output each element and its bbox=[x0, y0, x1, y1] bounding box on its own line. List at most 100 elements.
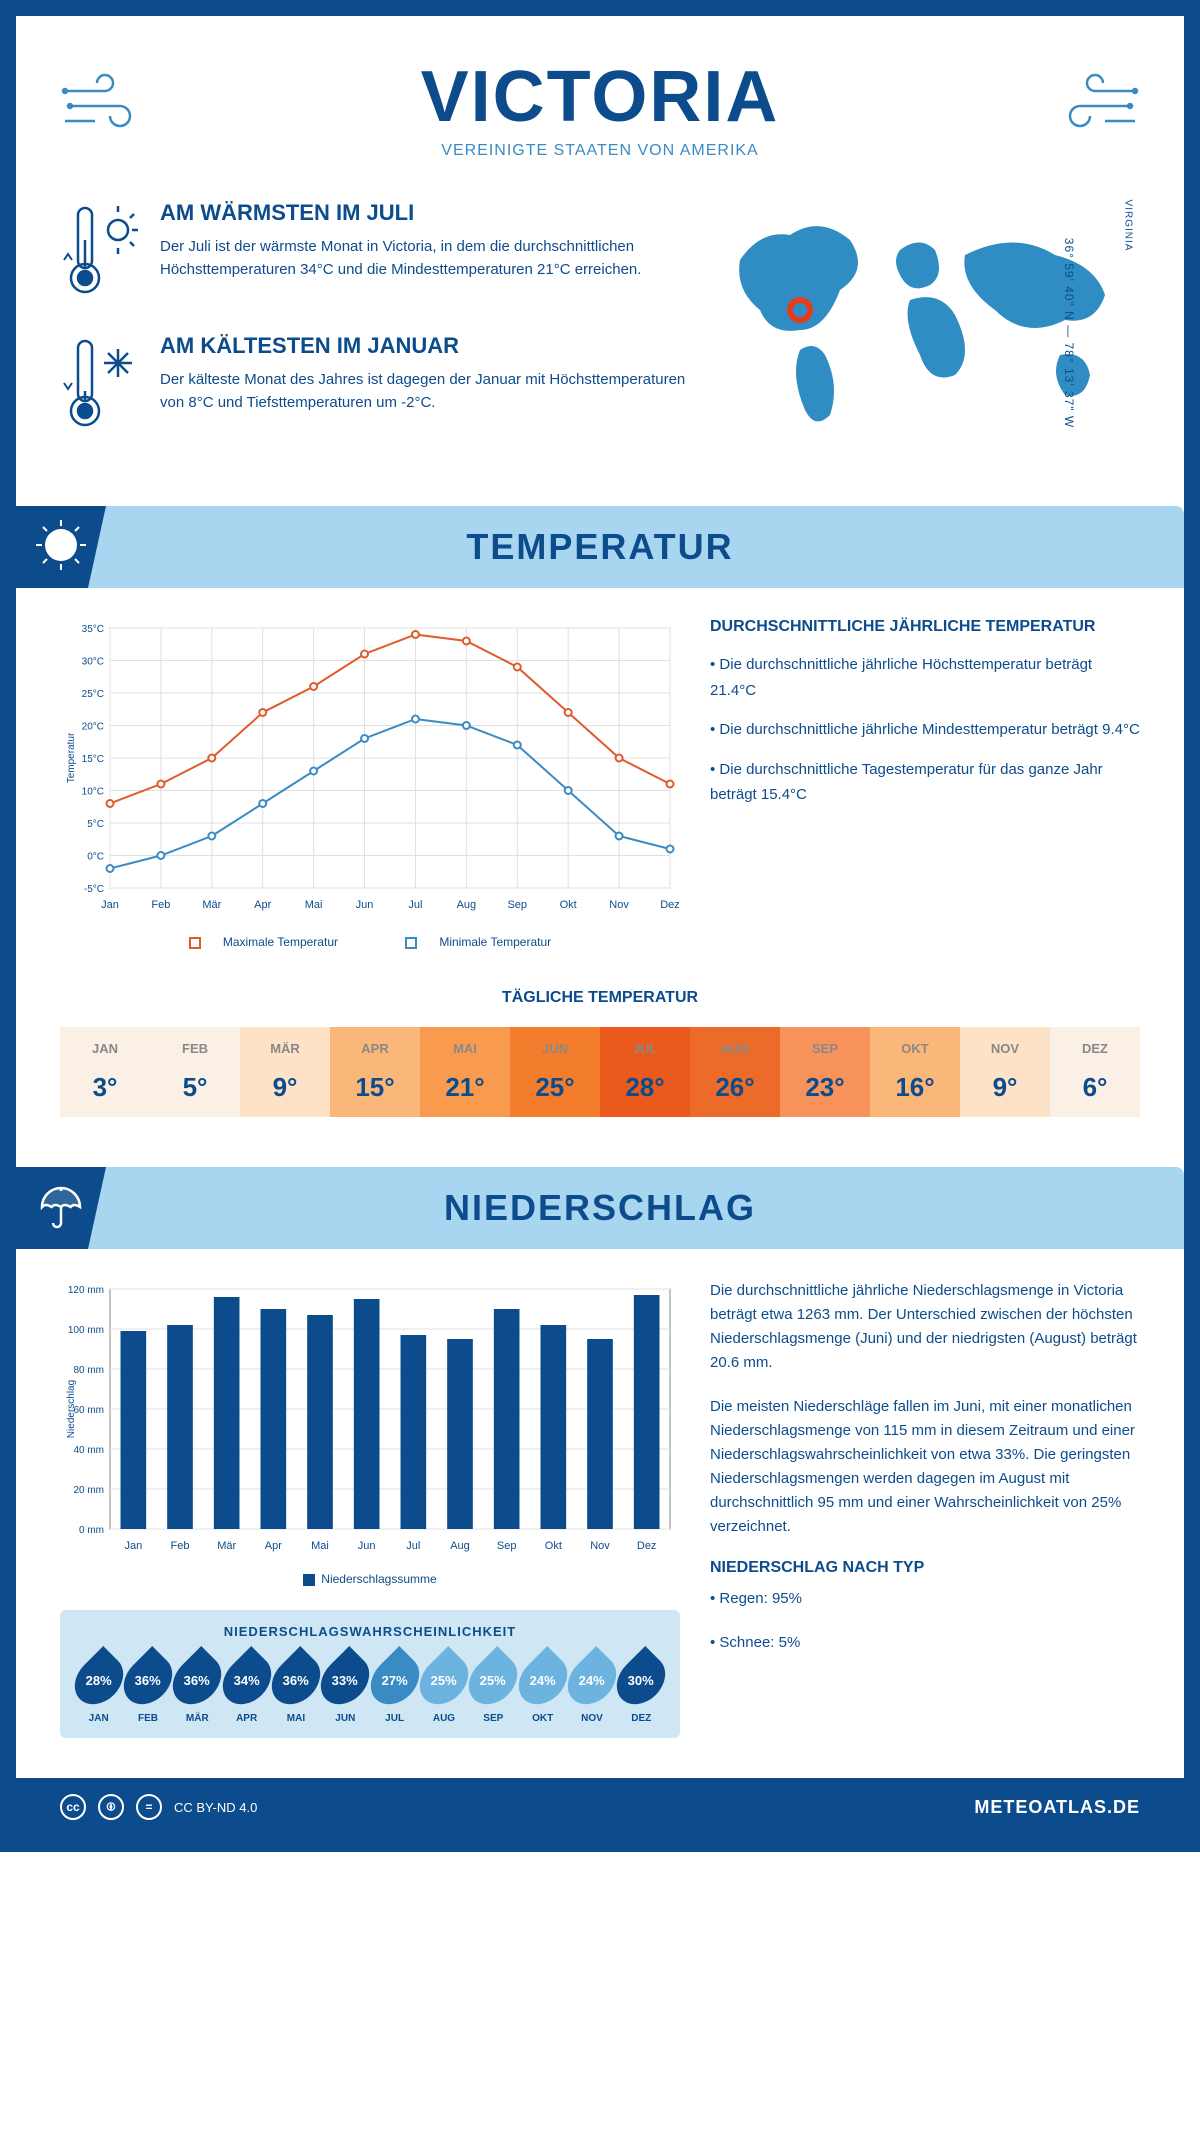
svg-text:Jun: Jun bbox=[356, 899, 374, 911]
svg-text:Dez: Dez bbox=[660, 899, 680, 911]
probability-drop: 30%DEZ bbox=[619, 1653, 664, 1724]
temp-cell: NOV9° bbox=[960, 1027, 1050, 1117]
precip-type-title: NIEDERSCHLAG NACH TYP bbox=[710, 1559, 1140, 1577]
chart-legend: Maximale Temperatur Minimale Temperatur bbox=[60, 935, 680, 949]
thermometer-hot-icon bbox=[60, 200, 140, 305]
warmest-title: AM WÄRMSTEN IM JULI bbox=[160, 200, 690, 226]
world-map bbox=[720, 200, 1140, 440]
svg-text:Mär: Mär bbox=[202, 899, 221, 911]
svg-text:Jul: Jul bbox=[408, 899, 422, 911]
nd-icon: = bbox=[136, 1794, 162, 1820]
svg-text:Dez: Dez bbox=[637, 1540, 657, 1552]
temp-cell: JAN3° bbox=[60, 1027, 150, 1117]
coldest-text: Der kälteste Monat des Jahres ist dagege… bbox=[160, 369, 690, 414]
sun-icon bbox=[34, 518, 88, 577]
temp-cell: MAI21° bbox=[420, 1027, 510, 1117]
cc-icon: cc bbox=[60, 1794, 86, 1820]
wind-icon bbox=[1050, 66, 1140, 141]
svg-text:40 mm: 40 mm bbox=[73, 1445, 104, 1456]
temperature-line-chart: -5°C 0°C 5°C 10°C 15°C 20°C 25°C 30°C 35°C Jan Feb… bbox=[60, 618, 680, 918]
probability-drop: 36%FEB bbox=[125, 1653, 170, 1724]
svg-text:Jul: Jul bbox=[406, 1540, 420, 1552]
temp-cell: DEZ6° bbox=[1050, 1027, 1140, 1117]
probability-drop: 24%NOV bbox=[569, 1653, 614, 1724]
svg-text:Sep: Sep bbox=[497, 1540, 517, 1552]
temp-cell: SEP23° bbox=[780, 1027, 870, 1117]
svg-text:Mai: Mai bbox=[305, 899, 323, 911]
page-header: VICTORIA VEREINIGTE STAATEN VON AMERIKA bbox=[60, 56, 1140, 160]
svg-text:Jan: Jan bbox=[101, 899, 119, 911]
svg-text:0 mm: 0 mm bbox=[79, 1525, 104, 1536]
svg-text:Apr: Apr bbox=[254, 899, 271, 911]
probability-drop: 36%MÄR bbox=[175, 1653, 220, 1724]
svg-text:Mär: Mär bbox=[217, 1540, 236, 1552]
svg-text:Nov: Nov bbox=[609, 899, 629, 911]
svg-text:15°C: 15°C bbox=[82, 754, 104, 765]
daily-temp-title: TÄGLICHE TEMPERATUR bbox=[60, 989, 1140, 1007]
precip-p1: Die durchschnittliche jährliche Niedersc… bbox=[710, 1279, 1140, 1375]
precip-type-b1: • Regen: 95% bbox=[710, 1587, 1140, 1611]
svg-text:Niederschlag: Niederschlag bbox=[66, 1380, 77, 1438]
svg-text:25°C: 25°C bbox=[82, 689, 104, 700]
temp-info-b1: • Die durchschnittliche jährliche Höchst… bbox=[710, 652, 1140, 703]
svg-text:10°C: 10°C bbox=[82, 787, 104, 798]
license-text: CC BY-ND 4.0 bbox=[174, 1800, 257, 1815]
section-title: NIEDERSCHLAG bbox=[36, 1187, 1164, 1229]
temp-cell: MÄR9° bbox=[240, 1027, 330, 1117]
probability-drop: 33%JUN bbox=[323, 1653, 368, 1724]
section-header-temp: TEMPERATUR bbox=[16, 506, 1184, 588]
warmest-block: AM WÄRMSTEN IM JULI Der Juli ist der wär… bbox=[60, 200, 690, 305]
page-subtitle: VEREINIGTE STAATEN VON AMERIKA bbox=[60, 142, 1140, 160]
svg-text:Nov: Nov bbox=[590, 1540, 610, 1552]
svg-text:Temperatur: Temperatur bbox=[66, 732, 77, 783]
probability-box: NIEDERSCHLAGSWAHRSCHEINLICHKEIT 28%JAN36… bbox=[60, 1610, 680, 1738]
svg-text:0°C: 0°C bbox=[87, 852, 104, 863]
probability-drop: 25%AUG bbox=[421, 1653, 466, 1724]
svg-text:Aug: Aug bbox=[450, 1540, 470, 1552]
svg-text:Okt: Okt bbox=[545, 1540, 562, 1552]
temp-info-b2: • Die durchschnittliche jährliche Mindes… bbox=[710, 717, 1140, 743]
wind-icon bbox=[60, 66, 150, 141]
temp-info-b3: • Die durchschnittliche Tagestemperatur … bbox=[710, 757, 1140, 808]
svg-text:120 mm: 120 mm bbox=[68, 1285, 104, 1296]
temp-cell: OKT16° bbox=[870, 1027, 960, 1117]
probability-drop: 25%SEP bbox=[471, 1653, 516, 1724]
svg-text:100 mm: 100 mm bbox=[68, 1325, 104, 1336]
section-title: TEMPERATUR bbox=[36, 526, 1164, 568]
svg-text:60 mm: 60 mm bbox=[73, 1405, 104, 1416]
svg-text:Feb: Feb bbox=[171, 1540, 190, 1552]
svg-text:20°C: 20°C bbox=[82, 722, 104, 733]
region-label: VIRGINIA bbox=[1123, 200, 1134, 252]
page-title: VICTORIA bbox=[60, 56, 1140, 138]
svg-text:20 mm: 20 mm bbox=[73, 1485, 104, 1496]
svg-text:-5°C: -5°C bbox=[84, 884, 104, 895]
probability-drop: 36%MAI bbox=[273, 1653, 318, 1724]
svg-text:Jun: Jun bbox=[358, 1540, 376, 1552]
svg-text:Aug: Aug bbox=[457, 899, 477, 911]
svg-text:Feb: Feb bbox=[151, 899, 170, 911]
svg-text:35°C: 35°C bbox=[82, 624, 104, 635]
svg-text:Apr: Apr bbox=[265, 1540, 282, 1552]
probability-drop: 34%APR bbox=[224, 1653, 269, 1724]
probability-title: NIEDERSCHLAGSWAHRSCHEINLICHKEIT bbox=[76, 1624, 664, 1639]
temp-cell: AUG26° bbox=[690, 1027, 780, 1117]
precipitation-bar-chart: 0 mm20 mm40 mm60 mm80 mm100 mm120 mmJanF… bbox=[60, 1279, 680, 1559]
temp-cell: FEB5° bbox=[150, 1027, 240, 1117]
footer: cc 🅯 = CC BY-ND 4.0 METEOATLAS.DE bbox=[16, 1778, 1184, 1836]
section-header-precip: NIEDERSCHLAG bbox=[16, 1167, 1184, 1249]
warmest-text: Der Juli ist der wärmste Monat in Victor… bbox=[160, 236, 690, 281]
svg-text:80 mm: 80 mm bbox=[73, 1365, 104, 1376]
temp-info-title: DURCHSCHNITTLICHE JÄHRLICHE TEMPERATUR bbox=[710, 618, 1140, 636]
probability-drop: 27%JUL bbox=[372, 1653, 417, 1724]
coordinates: 36° 59' 40" N — 78° 13' 37" W bbox=[1062, 238, 1076, 428]
coldest-block: AM KÄLTESTEN IM JANUAR Der kälteste Mona… bbox=[60, 333, 690, 438]
probability-drop: 28%JAN bbox=[76, 1653, 121, 1724]
precip-p2: Die meisten Niederschläge fallen im Juni… bbox=[710, 1395, 1140, 1539]
svg-text:Sep: Sep bbox=[507, 899, 527, 911]
daily-temp-row: JAN3°FEB5°MÄR9°APR15°MAI21°JUN25°JUL28°A… bbox=[60, 1027, 1140, 1117]
svg-text:30°C: 30°C bbox=[82, 657, 104, 668]
svg-text:Mai: Mai bbox=[311, 1540, 329, 1552]
precip-type-b2: • Schnee: 5% bbox=[710, 1631, 1140, 1655]
svg-text:5°C: 5°C bbox=[87, 819, 104, 830]
probability-drop: 24%OKT bbox=[520, 1653, 565, 1724]
